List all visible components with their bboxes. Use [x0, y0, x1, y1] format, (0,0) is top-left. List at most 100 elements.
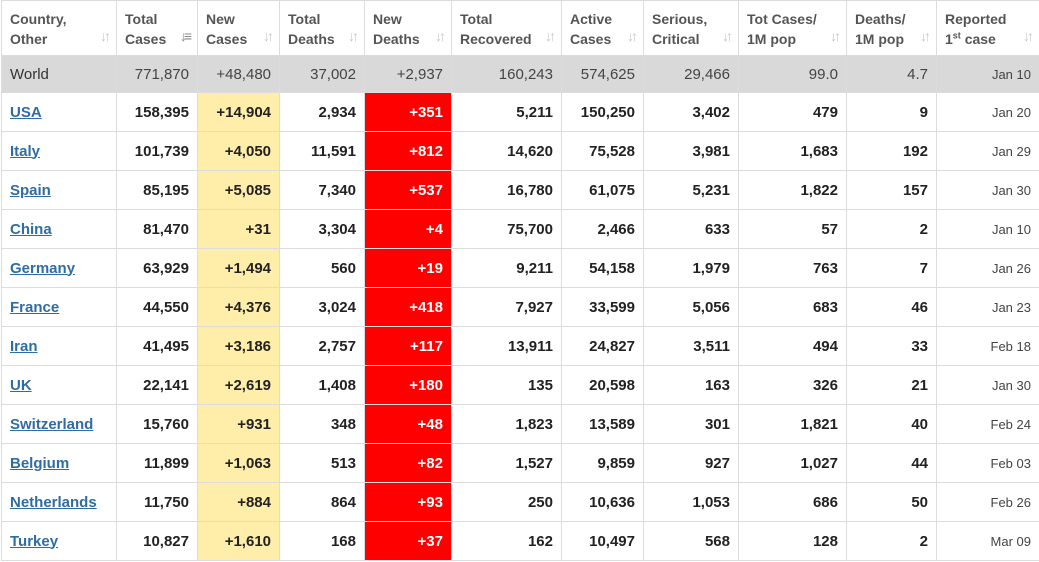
new-cases: +48,480	[197, 55, 280, 93]
country-link[interactable]: Belgium	[10, 454, 70, 472]
sort-arrows-icon[interactable]: ↓↑	[1023, 28, 1034, 44]
header-label: Tot Cases/	[747, 11, 817, 27]
country-link[interactable]: Germany	[10, 259, 76, 277]
active-cases: 2,466	[561, 209, 644, 249]
header-total-cases[interactable]: Total Cases ↓≡	[116, 0, 198, 56]
header-total-deaths[interactable]: Total Deaths ↓↑	[279, 0, 365, 56]
cases-per-1m: 683	[738, 287, 847, 327]
cases-per-1m: 479	[738, 92, 847, 132]
total-cases: 771,870	[116, 55, 198, 93]
total-cases: 22,141	[116, 365, 198, 405]
total-recovered: 75,700	[451, 209, 562, 249]
deaths-per-1m: 157	[846, 170, 937, 210]
country-link[interactable]: France	[10, 298, 60, 316]
header-serious-critical[interactable]: Serious, Critical ↓↑	[643, 0, 739, 56]
total-deaths: 513	[279, 443, 365, 483]
total-recovered: 5,211	[451, 92, 562, 132]
sort-arrows-icon[interactable]: ↓↑	[545, 28, 556, 44]
reported-first-case: Feb 03	[936, 443, 1039, 483]
header-label: Country,	[10, 11, 67, 27]
sort-arrows-icon[interactable]: ↓↑	[100, 28, 111, 44]
new-cases: +4,376	[197, 287, 280, 327]
serious-critical: 3,402	[643, 92, 739, 132]
new-cases: +31	[197, 209, 280, 249]
header-new-deaths[interactable]: New Deaths ↓↑	[364, 0, 452, 56]
new-deaths: +117	[364, 326, 452, 366]
sort-arrows-icon[interactable]: ↓↑	[722, 28, 733, 44]
header-label: Other	[10, 31, 48, 47]
table-row: China 81,470 +31 3,304 +4 75,700 2,466 633 57 2 Ja…	[1, 209, 1039, 249]
total-cases: 81,470	[116, 209, 198, 249]
country-link[interactable]: China	[10, 220, 52, 238]
header-label: Cases	[206, 31, 248, 47]
sort-arrows-icon[interactable]: ↓↑	[830, 28, 841, 44]
table-row: Netherlands 11,750 +884 864 +93 250 10,636 1,05…	[1, 482, 1039, 522]
new-deaths: +4	[364, 209, 452, 249]
sort-arrows-icon[interactable]: ↓↑	[263, 28, 274, 44]
header-new-cases[interactable]: New Cases ↓↑	[197, 0, 280, 56]
sort-arrows-icon[interactable]: ↓↑	[348, 28, 359, 44]
country-cell: Belgium	[1, 443, 117, 483]
cases-per-1m: 1,683	[738, 131, 847, 171]
country-link[interactable]: USA	[10, 103, 42, 121]
country-cell: Netherlands	[1, 482, 117, 522]
reported-first-case: Feb 18	[936, 326, 1039, 366]
new-cases: +1,063	[197, 443, 280, 483]
new-deaths: +812	[364, 131, 452, 171]
header-cases-per-1m[interactable]: Tot Cases/ 1M pop ↓↑	[738, 0, 847, 56]
table-row: Spain 85,195 +5,085 7,340 +537 16,780 61,075 5,…	[1, 170, 1039, 210]
table-row: Turkey 10,827 +1,610 168 +37 162 10,497 568 128 2…	[1, 521, 1039, 561]
active-cases: 574,625	[561, 55, 644, 93]
new-cases: +884	[197, 482, 280, 522]
country-cell: Turkey	[1, 521, 117, 561]
header-label: New	[206, 11, 235, 27]
sort-arrows-icon[interactable]: ↓↑	[435, 28, 446, 44]
country-link[interactable]: Spain	[10, 181, 51, 199]
country-link[interactable]: Turkey	[10, 532, 59, 550]
header-reported-first-case[interactable]: Reported 1st case ↓↑	[936, 0, 1039, 56]
new-cases: +1,610	[197, 521, 280, 561]
deaths-per-1m: 2	[846, 209, 937, 249]
total-deaths: 2,934	[279, 92, 365, 132]
country-link[interactable]: Iran	[10, 337, 38, 355]
deaths-per-1m: 33	[846, 326, 937, 366]
table-row: France 44,550 +4,376 3,024 +418 7,927 33,599 5,…	[1, 287, 1039, 327]
active-cases: 33,599	[561, 287, 644, 327]
country-link[interactable]: UK	[10, 376, 32, 394]
header-label: Cases	[125, 31, 167, 47]
sort-arrows-icon[interactable]: ↓↑	[920, 28, 931, 44]
header-label: Total	[288, 11, 321, 27]
header-deaths-per-1m[interactable]: Deaths/ 1M pop ↓↑	[846, 0, 937, 56]
total-recovered: 14,620	[451, 131, 562, 171]
header-country[interactable]: Country, Other ↓↑	[1, 0, 117, 56]
reported-first-case: Jan 29	[936, 131, 1039, 171]
total-deaths: 3,304	[279, 209, 365, 249]
table-row: Italy 101,739 +4,050 11,591 +812 14,620 75,528…	[1, 131, 1039, 171]
sort-arrows-icon[interactable]: ↓↑	[627, 28, 638, 44]
header-label: Active	[570, 11, 613, 27]
new-cases: +3,186	[197, 326, 280, 366]
header-label: 1M pop	[855, 31, 904, 47]
reported-first-case: Feb 24	[936, 404, 1039, 444]
cases-per-1m: 128	[738, 521, 847, 561]
header-label: Serious,	[652, 11, 708, 27]
country-link[interactable]: Netherlands	[10, 493, 97, 511]
total-cases: 41,495	[116, 326, 198, 366]
deaths-per-1m: 7	[846, 248, 937, 288]
total-recovered: 160,243	[451, 55, 562, 93]
header-active-cases[interactable]: Active Cases ↓↑	[561, 0, 644, 56]
total-cases: 10,827	[116, 521, 198, 561]
country-cell: France	[1, 287, 117, 327]
reported-first-case: Jan 20	[936, 92, 1039, 132]
new-deaths: +351	[364, 92, 452, 132]
header-label: Recovered	[460, 31, 532, 47]
active-cases: 54,158	[561, 248, 644, 288]
sort-desc-icon[interactable]: ↓≡	[179, 28, 192, 44]
new-cases: +2,619	[197, 365, 280, 405]
header-total-recovered[interactable]: Total Recovered ↓↑	[451, 0, 562, 56]
country-link[interactable]: Italy	[10, 142, 41, 160]
country-link[interactable]: Switzerland	[10, 415, 94, 433]
deaths-per-1m: 2	[846, 521, 937, 561]
country-cell: Italy	[1, 131, 117, 171]
country-cell: Spain	[1, 170, 117, 210]
